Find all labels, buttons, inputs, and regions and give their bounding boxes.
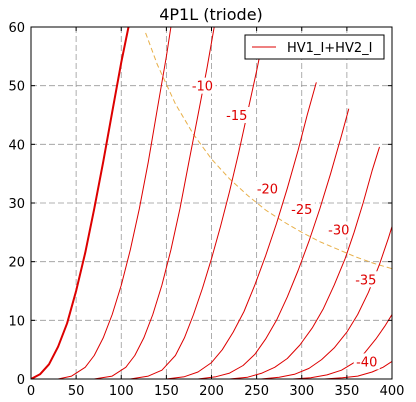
y-tick-label: 10 [8, 314, 25, 329]
curve-label-bg [223, 107, 250, 123]
y-tick-label: 50 [8, 80, 25, 95]
curve-label: -20 [257, 182, 278, 197]
max-dissipation-line [145, 32, 392, 270]
legend-box [244, 34, 385, 60]
y-tick-label: 0 [17, 373, 25, 388]
x-tick-label: 250 [244, 384, 269, 399]
y-tick-label: 40 [8, 138, 25, 153]
curve-label-bg [254, 180, 281, 197]
curve-grid-minus-30 [229, 146, 380, 379]
curve-label: -10 [192, 80, 213, 95]
curve-grid-minus-5 [57, 27, 172, 379]
curve-grid-minus-35 [260, 226, 392, 379]
chart-title: 4P1L (triode) [159, 5, 263, 24]
legend-label: HV1_I+HV2_I [287, 41, 372, 56]
curve-grid-minus-45 [323, 360, 392, 379]
curve-label: -15 [226, 109, 247, 124]
x-tick-label: 100 [109, 384, 134, 399]
curve-label-bg [352, 271, 379, 288]
x-tick-label: 0 [27, 384, 35, 399]
x-tick-label: 300 [289, 384, 314, 399]
curve-label-bg [288, 200, 315, 217]
curve-labels: -10 -15 -20 -25 -30 -35 -40 [189, 77, 380, 370]
x-tick-label: 200 [199, 384, 224, 399]
curve-label: -35 [355, 273, 376, 288]
curve-label: -25 [291, 203, 312, 218]
curve-grid-minus-25 [197, 108, 350, 379]
legend: HV1_I+HV2_I [244, 34, 385, 60]
curve-label-bg [353, 353, 380, 370]
y-tick-label: 60 [8, 21, 25, 36]
x-tick-label: 50 [68, 384, 85, 399]
x-tick-label: 150 [154, 384, 179, 399]
curve-label: -30 [328, 223, 349, 238]
max-dissipation-curve [145, 32, 392, 270]
curve-grid-0 [31, 27, 130, 379]
curve-label: -40 [356, 355, 377, 370]
y-tick-label: 20 [8, 256, 25, 271]
x-tick-label: 400 [380, 384, 405, 399]
curve-grid-minus-10 [93, 27, 215, 379]
y-tick-label: 30 [8, 197, 25, 212]
curve-grid-minus-20 [165, 82, 317, 379]
curve-label-bg [189, 77, 216, 94]
curve-label-bg [325, 221, 352, 238]
x-tick-label: 350 [334, 384, 359, 399]
axis-ticks: 0 50 100 150 200 250 300 350 400 0 10 20 30 40 50 60 [8, 21, 404, 399]
